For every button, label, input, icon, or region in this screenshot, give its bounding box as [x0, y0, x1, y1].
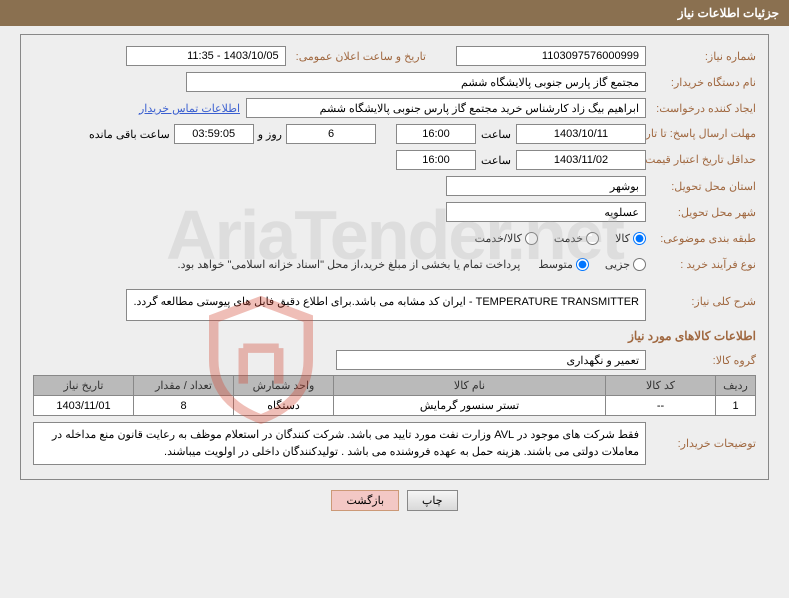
- th-qty: تعداد / مقدار: [134, 376, 234, 396]
- validity-date-field: 1403/11/02: [516, 150, 646, 170]
- category-label: طبقه بندی موضوعی:: [646, 232, 756, 245]
- page-title: جزئیات اطلاعات نیاز: [678, 6, 779, 20]
- th-name: نام کالا: [334, 376, 606, 396]
- group-field: تعمیر و نگهداری: [336, 350, 646, 370]
- td-name: تستر سنسور گرمایش: [334, 396, 606, 416]
- buyer-contact-link[interactable]: اطلاعات تماس خریدار: [139, 102, 240, 115]
- deadline-label: مهلت ارسال پاسخ: تا تاریخ:: [646, 128, 756, 140]
- buyer-notes-label: توضیحات خریدار:: [646, 437, 756, 450]
- process-label: نوع فرآیند خرید :: [646, 258, 756, 271]
- th-unit: واحد شمارش: [234, 376, 334, 396]
- items-section-title: اطلاعات کالاهای مورد نیاز: [33, 329, 756, 343]
- th-date: تاریخ نیاز: [34, 376, 134, 396]
- details-panel: AriaTender.net شماره نیاز: 1103097576000…: [20, 34, 769, 480]
- requester-field: ابراهیم بیگ زاد کارشناس خرید مجتمع گاز پ…: [246, 98, 646, 118]
- process-radio-minor[interactable]: [633, 258, 646, 271]
- category-radio-both[interactable]: [525, 232, 538, 245]
- td-row: 1: [716, 396, 756, 416]
- deadline-days-field: 6: [286, 124, 376, 144]
- th-code: کد کالا: [606, 376, 716, 396]
- th-row: ردیف: [716, 376, 756, 396]
- process-opt-minor[interactable]: جزیی: [605, 258, 646, 271]
- need-number-label: شماره نیاز:: [646, 50, 756, 63]
- deadline-time-label: ساعت: [476, 128, 516, 141]
- validity-time-label: ساعت: [476, 154, 516, 167]
- table-row: 1 -- تستر سنسور گرمایش دستگاه 8 1403/11/…: [34, 396, 756, 416]
- validity-time-field: 16:00: [396, 150, 476, 170]
- category-opt-both[interactable]: کالا/خدمت: [475, 232, 538, 245]
- process-note: پرداخت تمام یا بخشی از مبلغ خرید،از محل …: [174, 258, 525, 271]
- td-date: 1403/11/01: [34, 396, 134, 416]
- deadline-time-field: 16:00: [396, 124, 476, 144]
- buyer-notes-text: فقط شرکت های موجود در AVL وزارت نفت مورد…: [33, 422, 646, 465]
- deadline-date-field: 1403/10/11: [516, 124, 646, 144]
- print-button[interactable]: چاپ: [407, 490, 458, 511]
- process-radio-medium[interactable]: [576, 258, 589, 271]
- group-label: گروه کالا:: [646, 354, 756, 367]
- province-label: استان محل تحویل:: [646, 180, 756, 193]
- td-unit: دستگاه: [234, 396, 334, 416]
- process-opt-medium[interactable]: متوسط: [538, 258, 589, 271]
- announce-label: تاریخ و ساعت اعلان عمومی:: [292, 50, 426, 63]
- need-number-field: 1103097576000999: [456, 46, 646, 66]
- items-table: ردیف کد کالا نام کالا واحد شمارش تعداد /…: [33, 375, 756, 416]
- back-button[interactable]: بازگشت: [331, 490, 399, 511]
- deadline-remaining-field: 03:59:05: [174, 124, 254, 144]
- requester-label: ایجاد کننده درخواست:: [646, 102, 756, 115]
- category-opt-goods[interactable]: کالا: [615, 232, 646, 245]
- category-opt-service[interactable]: خدمت: [554, 232, 599, 245]
- city-field: عسلویه: [446, 202, 646, 222]
- td-code: --: [606, 396, 716, 416]
- deadline-days-label: روز و: [254, 128, 286, 141]
- validity-label: حداقل تاریخ اعتبار قیمت: تا تاریخ:: [646, 154, 756, 166]
- td-qty: 8: [134, 396, 234, 416]
- buyer-org-field: مجتمع گاز پارس جنوبی پالایشگاه ششم: [186, 72, 646, 92]
- buyer-org-label: نام دستگاه خریدار:: [646, 76, 756, 89]
- category-radio-service[interactable]: [586, 232, 599, 245]
- overview-text: TEMPERATURE TRANSMITTER - ایران کد مشابه…: [126, 289, 646, 321]
- province-field: بوشهر: [446, 176, 646, 196]
- deadline-remaining-label: ساعت باقی مانده: [85, 128, 174, 141]
- page-header: جزئیات اطلاعات نیاز: [0, 0, 789, 26]
- announce-field: 1403/10/05 - 11:35: [126, 46, 286, 66]
- city-label: شهر محل تحویل:: [646, 206, 756, 219]
- category-radio-goods[interactable]: [633, 232, 646, 245]
- overview-label: شرح کلی نیاز:: [646, 289, 756, 308]
